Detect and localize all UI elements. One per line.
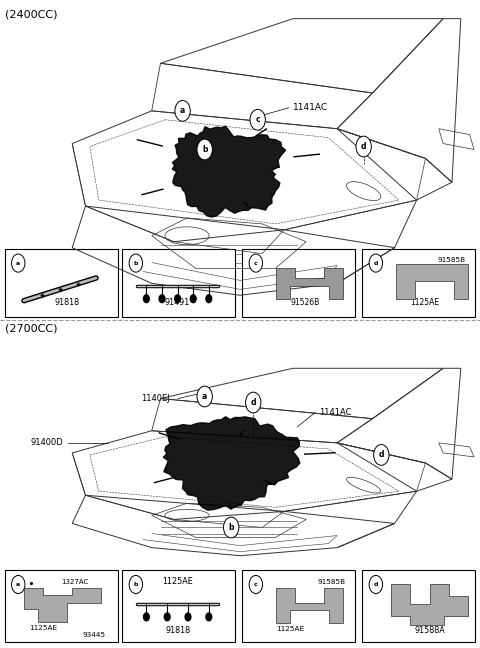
Circle shape [129, 575, 143, 594]
Text: b: b [133, 582, 138, 587]
Circle shape [175, 295, 180, 303]
Bar [122, 570, 235, 642]
Text: a: a [16, 260, 20, 266]
Circle shape [185, 613, 191, 621]
Text: 1125AE: 1125AE [410, 297, 439, 307]
Circle shape [129, 254, 143, 272]
Text: 91818: 91818 [55, 297, 80, 307]
Bar [122, 249, 235, 317]
Circle shape [164, 613, 170, 621]
Bar [242, 570, 355, 642]
Circle shape [206, 613, 212, 621]
Text: 1141AC: 1141AC [320, 408, 352, 417]
Text: b: b [202, 145, 207, 154]
Text: 91585B: 91585B [317, 579, 345, 585]
Circle shape [369, 575, 383, 594]
Text: 91400D: 91400D [31, 438, 63, 447]
Circle shape [159, 295, 165, 303]
Bar [5, 570, 118, 642]
Text: 1125AE: 1125AE [276, 626, 304, 632]
Circle shape [249, 254, 263, 272]
Text: d: d [373, 260, 378, 266]
Text: 91491: 91491 [165, 297, 190, 307]
Text: 1125AE: 1125AE [162, 577, 193, 586]
Circle shape [224, 517, 239, 538]
Bar [362, 249, 475, 317]
Circle shape [197, 139, 212, 160]
Polygon shape [163, 417, 300, 510]
Circle shape [144, 613, 149, 621]
Circle shape [246, 392, 261, 413]
Polygon shape [172, 126, 286, 217]
Polygon shape [391, 584, 468, 625]
Text: 93445: 93445 [82, 632, 105, 638]
Text: a: a [202, 392, 207, 401]
Text: c: c [254, 582, 258, 587]
Text: d: d [361, 142, 366, 151]
Text: d: d [373, 582, 378, 587]
Circle shape [373, 445, 389, 465]
Text: b: b [133, 260, 138, 266]
Text: a: a [16, 582, 20, 587]
Text: 91585B: 91585B [437, 257, 465, 264]
Bar [362, 570, 475, 642]
Polygon shape [24, 588, 101, 622]
Text: 91818: 91818 [165, 626, 190, 635]
Circle shape [249, 575, 263, 594]
Circle shape [250, 110, 265, 130]
Text: 91588A: 91588A [414, 626, 445, 635]
Text: c: c [254, 260, 258, 266]
Text: d: d [251, 398, 256, 407]
Circle shape [206, 295, 212, 303]
Text: 1327AC: 1327AC [61, 579, 89, 585]
Circle shape [175, 100, 190, 121]
Polygon shape [276, 268, 343, 299]
Text: (2700CC): (2700CC) [5, 323, 57, 333]
Text: 1141AC: 1141AC [293, 104, 328, 112]
Circle shape [190, 295, 196, 303]
Text: 1125AE: 1125AE [29, 625, 57, 631]
Text: 91526B: 91526B [290, 298, 319, 307]
Text: b: b [228, 523, 234, 532]
Circle shape [369, 254, 383, 272]
Circle shape [12, 575, 25, 594]
Circle shape [12, 254, 25, 272]
Text: d: d [379, 450, 384, 459]
Circle shape [356, 136, 372, 157]
Bar [242, 249, 355, 317]
Text: 1140EJ: 1140EJ [141, 394, 169, 403]
Circle shape [197, 386, 212, 407]
Text: c: c [255, 115, 260, 124]
Polygon shape [276, 588, 343, 623]
Text: (2400CC): (2400CC) [5, 10, 57, 19]
Circle shape [144, 295, 149, 303]
Polygon shape [396, 264, 468, 299]
Text: a: a [180, 106, 185, 115]
Bar [5, 249, 118, 317]
